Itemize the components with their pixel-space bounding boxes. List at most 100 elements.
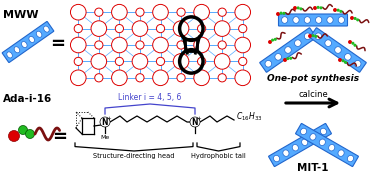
Circle shape <box>156 25 164 33</box>
Text: N: N <box>191 118 198 127</box>
Circle shape <box>197 25 206 33</box>
Circle shape <box>132 21 148 36</box>
Circle shape <box>271 39 274 42</box>
Ellipse shape <box>29 36 34 42</box>
Circle shape <box>95 8 103 16</box>
Circle shape <box>8 130 20 141</box>
Circle shape <box>153 4 168 20</box>
Circle shape <box>74 25 82 33</box>
Circle shape <box>218 74 226 82</box>
Circle shape <box>235 37 251 53</box>
Circle shape <box>70 4 86 20</box>
Ellipse shape <box>315 33 322 40</box>
FancyBboxPatch shape <box>279 14 347 26</box>
Ellipse shape <box>344 54 351 60</box>
Ellipse shape <box>302 139 308 145</box>
Circle shape <box>214 21 230 36</box>
Text: Ada-i-16: Ada-i-16 <box>3 94 52 104</box>
Circle shape <box>156 57 164 66</box>
Circle shape <box>286 57 290 60</box>
Ellipse shape <box>319 139 325 145</box>
Circle shape <box>112 70 127 86</box>
Circle shape <box>299 7 302 10</box>
Circle shape <box>282 12 285 15</box>
Circle shape <box>194 4 209 20</box>
Ellipse shape <box>310 134 316 140</box>
Circle shape <box>190 117 200 127</box>
Ellipse shape <box>292 145 298 151</box>
Circle shape <box>297 6 300 10</box>
Circle shape <box>112 37 127 53</box>
Ellipse shape <box>335 47 341 53</box>
Circle shape <box>136 8 144 16</box>
Circle shape <box>333 8 337 12</box>
Circle shape <box>239 25 247 33</box>
Ellipse shape <box>304 17 310 23</box>
Ellipse shape <box>293 17 299 23</box>
Circle shape <box>136 41 144 49</box>
Ellipse shape <box>301 128 307 135</box>
Text: =: = <box>53 128 68 146</box>
Circle shape <box>279 12 283 15</box>
Circle shape <box>235 70 251 86</box>
Ellipse shape <box>282 17 288 23</box>
Ellipse shape <box>325 40 332 46</box>
Circle shape <box>356 18 359 21</box>
Ellipse shape <box>285 47 291 53</box>
Ellipse shape <box>327 17 333 23</box>
Ellipse shape <box>275 54 282 60</box>
Circle shape <box>316 6 320 9</box>
Text: N: N <box>101 118 108 127</box>
Circle shape <box>91 21 107 36</box>
Circle shape <box>311 34 315 37</box>
Ellipse shape <box>328 145 335 151</box>
Circle shape <box>194 70 209 86</box>
Text: =: = <box>51 35 65 53</box>
Circle shape <box>283 58 287 62</box>
FancyBboxPatch shape <box>2 21 54 63</box>
Circle shape <box>153 70 168 86</box>
Circle shape <box>353 44 356 47</box>
Circle shape <box>132 54 148 69</box>
Circle shape <box>235 4 251 20</box>
Circle shape <box>100 117 110 127</box>
Circle shape <box>274 38 277 41</box>
Circle shape <box>352 42 355 45</box>
Ellipse shape <box>304 33 311 40</box>
Circle shape <box>177 74 185 82</box>
Text: +: + <box>106 116 111 121</box>
Circle shape <box>91 54 107 69</box>
Circle shape <box>115 57 124 66</box>
Ellipse shape <box>294 40 301 46</box>
Circle shape <box>239 57 247 66</box>
Circle shape <box>218 41 226 49</box>
Circle shape <box>353 17 357 20</box>
Ellipse shape <box>338 150 344 156</box>
Circle shape <box>194 37 209 53</box>
Text: Linker i = 4, 5, 6: Linker i = 4, 5, 6 <box>118 93 182 102</box>
Circle shape <box>153 37 168 53</box>
Circle shape <box>136 74 144 82</box>
Circle shape <box>308 34 312 38</box>
Ellipse shape <box>22 42 27 48</box>
Ellipse shape <box>273 155 280 162</box>
Circle shape <box>337 9 340 12</box>
Text: $C_{16}H_{33}$: $C_{16}H_{33}$ <box>236 111 262 123</box>
Circle shape <box>115 25 124 33</box>
Circle shape <box>319 6 322 9</box>
Ellipse shape <box>283 150 289 156</box>
Ellipse shape <box>36 31 42 37</box>
Circle shape <box>95 74 103 82</box>
Circle shape <box>313 6 317 10</box>
Circle shape <box>339 10 342 13</box>
Circle shape <box>218 8 226 16</box>
Circle shape <box>70 37 86 53</box>
Circle shape <box>197 57 206 66</box>
Circle shape <box>348 40 352 44</box>
Circle shape <box>350 16 354 20</box>
Text: One-pot synthesis: One-pot synthesis <box>267 74 359 83</box>
Circle shape <box>314 35 318 38</box>
FancyBboxPatch shape <box>310 28 366 72</box>
Ellipse shape <box>338 17 344 23</box>
Text: MWW: MWW <box>3 10 39 20</box>
